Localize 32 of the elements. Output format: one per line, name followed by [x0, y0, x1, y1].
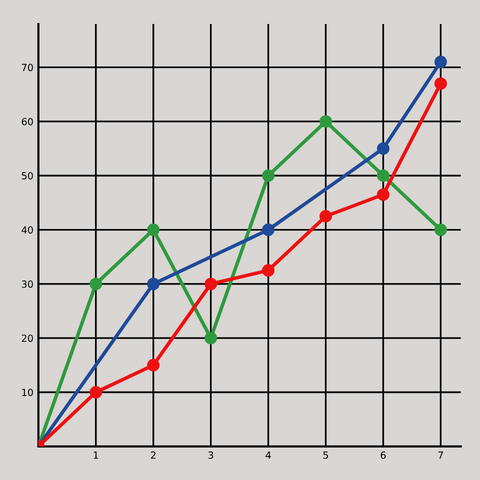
point — [90, 386, 102, 398]
point — [204, 278, 218, 290]
point — [434, 77, 447, 90]
y-tick-label: 50 — [22, 172, 33, 180]
point — [434, 224, 447, 236]
y-tick-label: 20 — [22, 334, 33, 342]
point — [147, 224, 160, 236]
point — [376, 188, 390, 201]
point — [204, 332, 218, 344]
point — [147, 358, 160, 372]
point — [376, 169, 390, 182]
x-tick-label: 6 — [380, 451, 386, 459]
x-tick-label: 7 — [438, 452, 443, 459]
point — [434, 56, 447, 68]
y-tick-label: 10 — [22, 388, 33, 396]
y-tick-label: 60 — [22, 118, 33, 126]
point — [147, 278, 160, 290]
y-tick-label: 30 — [22, 280, 33, 288]
x-tick-label: 3 — [208, 451, 214, 459]
x-tick-label: 4 — [266, 452, 271, 459]
point — [319, 115, 332, 128]
x-tick-label: 2 — [150, 451, 156, 459]
x-tick-label: 1 — [94, 452, 98, 459]
point — [90, 278, 102, 290]
y-tick-label: 40 — [22, 226, 33, 234]
x-tick-label: 5 — [323, 452, 328, 459]
point — [319, 210, 332, 222]
point — [262, 169, 275, 182]
y-tick-label: 70 — [22, 64, 33, 72]
point — [376, 142, 390, 155]
point — [262, 224, 275, 236]
point — [262, 264, 275, 277]
